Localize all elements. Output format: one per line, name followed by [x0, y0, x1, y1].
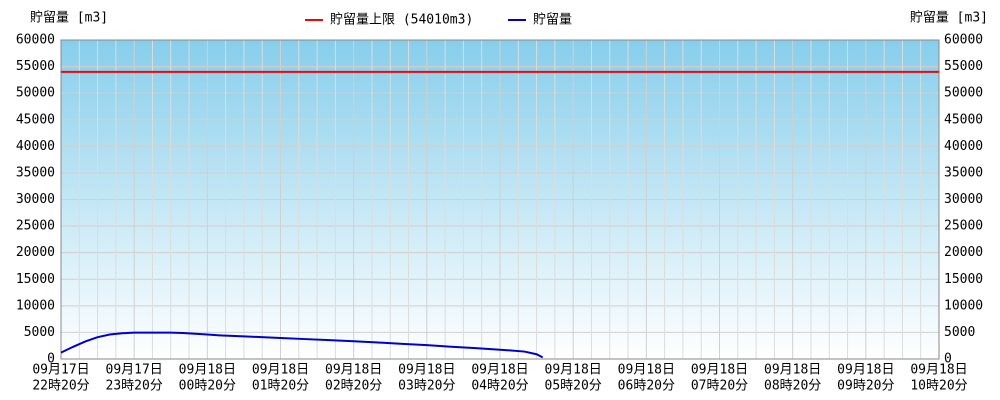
y2-tick-label: 30000 [944, 192, 983, 207]
series-line [60, 331, 544, 359]
y2-tick-label: 0 [944, 352, 952, 367]
y-axis-label: 貯留量 [m3] [30, 11, 108, 26]
legend-label: 貯留量上限 (54010m3) [330, 13, 473, 28]
y-tick-label: 0 [47, 352, 55, 367]
x-tick-label: 00時20分 [179, 379, 236, 394]
y-tick-label: 25000 [16, 219, 55, 234]
x-tick-label: 09月18日 [764, 363, 821, 378]
x-tick-label: 09月18日 [471, 363, 528, 378]
y-tick-label: 20000 [16, 245, 55, 260]
y2-axis-label: 貯留量 [m3] [910, 11, 988, 26]
x-tick-label: 07時20分 [691, 379, 748, 394]
x-tick-label: 03時20分 [398, 379, 455, 394]
x-tick-label: 09月18日 [618, 363, 675, 378]
y-tick-label: 10000 [16, 298, 55, 313]
y-tick-label: 45000 [16, 112, 55, 127]
x-tick-label: 22時20分 [32, 379, 89, 394]
x-tick-label: 09月18日 [325, 363, 382, 378]
y2-tick-label: 20000 [944, 245, 983, 260]
y-tick-label: 5000 [24, 325, 55, 340]
y2-tick-label: 60000 [944, 33, 983, 48]
y-tick-label: 60000 [16, 33, 55, 48]
y2-tick-label: 15000 [944, 272, 983, 287]
x-tick-label: 09月18日 [691, 363, 748, 378]
y2-tick-label: 50000 [944, 86, 983, 101]
x-tick-label: 09月18日 [837, 363, 894, 378]
y-tick-label: 40000 [16, 139, 55, 154]
y2-tick-label: 10000 [944, 298, 983, 313]
legend-label: 貯留量 [533, 13, 572, 28]
y2-tick-label: 5000 [944, 325, 975, 340]
y2-tick-label: 35000 [944, 165, 983, 180]
y-tick-label: 35000 [16, 165, 55, 180]
y2-tick-label: 45000 [944, 112, 983, 127]
x-tick-label: 01時20分 [252, 379, 309, 394]
x-tick-label: 02時20分 [325, 379, 382, 394]
x-tick-label: 09月17日 [32, 363, 89, 378]
y2-tick-label: 25000 [944, 219, 983, 234]
x-tick-label: 10時20分 [910, 379, 967, 394]
plot-border [60, 39, 940, 360]
x-tick-label: 09月17日 [106, 363, 163, 378]
y-tick-label: 55000 [16, 59, 55, 74]
x-tick-label: 09月18日 [252, 363, 309, 378]
x-tick-label: 09月18日 [545, 363, 602, 378]
y2-tick-label: 40000 [944, 139, 983, 154]
y2-tick-label: 55000 [944, 59, 983, 74]
x-tick-label: 05時20分 [545, 379, 602, 394]
x-tick-label: 04時20分 [471, 379, 528, 394]
x-tick-label: 08時20分 [764, 379, 821, 394]
x-tick-label: 09時20分 [837, 379, 894, 394]
y-tick-label: 15000 [16, 272, 55, 287]
x-tick-label: 06時20分 [618, 379, 675, 394]
x-tick-label: 09月18日 [398, 363, 455, 378]
x-tick-label: 09月18日 [910, 363, 967, 378]
y-tick-label: 30000 [16, 192, 55, 207]
x-tick-label: 09月18日 [179, 363, 236, 378]
x-tick-label: 23時20分 [106, 379, 163, 394]
y-tick-label: 50000 [16, 86, 55, 101]
